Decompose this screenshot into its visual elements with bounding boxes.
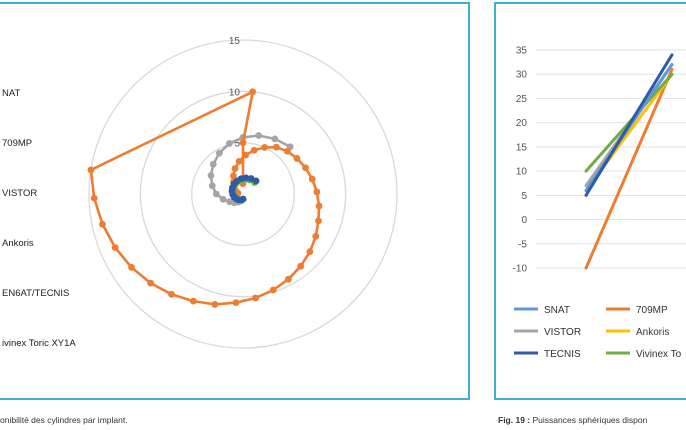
polar-point [308,175,316,183]
y-tick-label: 0 [521,215,527,226]
y-tick-label: -10 [513,264,528,275]
polar-point [189,297,197,305]
y-tick-label: 25 [516,94,528,105]
polar-point [168,290,175,298]
polar-legend-label-zcb00-zct-zxr00-dib00-zmb00-zmt-zlb00-zkb00-dcb00-den6at-tecnis: EN6AT/TECNIS [2,288,69,299]
line-tecnis [584,53,674,197]
polar-point [312,232,320,240]
polar-point [250,146,258,154]
caption-left: onibilité des cylindres par implant. [0,414,128,426]
legend-label-709mp: 709MP [636,305,668,316]
y-tick-label: 35 [516,46,528,57]
y-tick-label: 5 [521,191,527,202]
polar-chart: 051015NAT709MPVISTORAnkorisEN6AT/TECNISi… [2,36,398,349]
polar-legend: NAT 709MP VISTOR Ankoris EN6AT/TECNIS ivinex … [2,88,76,349]
line-series-tecnis [584,53,674,197]
polar-point [313,188,321,196]
legend-label-ankoris: Ankoris [636,327,669,338]
polar-point [297,262,305,270]
line-legend: SNAT 709MP VISTOR Ankoris TECNIS Vivinex To [514,305,682,360]
y-tick-label: 10 [516,167,528,178]
line-chart-panel: 35 30 25 20 15 10 5 0 -5 -10 SNAT 709MP VISTOR Ankori… [494,2,686,400]
legend-label-vistor: VISTOR [544,327,581,338]
polar-point [90,194,98,202]
polar-point [209,160,217,168]
y-tick-label: 15 [516,142,528,153]
polar-point [315,217,322,225]
line-series-709mp [584,67,674,270]
polar-point [293,155,301,162]
polar-point [284,275,292,283]
polar-line-709mp [89,90,321,306]
polar-point [235,157,243,165]
polar-point [208,182,216,190]
polar-point [211,301,219,308]
line-chart: 35 30 25 20 15 10 5 0 -5 -10 SNAT 709MP VISTOR Ankori… [513,46,686,360]
polar-chart-panel: 051015NAT709MPVISTORAnkorisEN6AT/TECNISi… [0,2,470,400]
polar-point [226,198,234,206]
polar-legend-label-vivinex-toric-xy1a: ivinex Toric XY1A [2,338,76,349]
caption-right: Fig. 19 : Puissances sphériques dispon [498,414,647,426]
polar-point [207,172,215,179]
polar-point [147,279,154,287]
polar-legend-label-vistor: VISTOR [2,188,37,199]
polar-point [315,202,323,210]
polar-point [302,164,309,172]
polar-point [232,299,240,306]
legend-label-snat: SNAT [544,305,570,316]
polar-point [226,140,233,147]
polar-legend-label-ankoris: Ankoris [2,238,34,249]
polar-point [271,135,279,143]
polar-legend-label-snat: NAT [2,88,20,99]
polar-legend-label-709mp: 709MP [2,138,32,149]
polar-point [306,248,314,256]
polar-series-709mp [87,88,323,308]
polar-point [229,172,237,180]
polar-point [128,263,135,271]
polar-point [283,147,291,155]
caption-right-text: Puissances sphériques dispon [530,415,648,425]
y-tick-label: 30 [516,70,528,81]
polar-point [242,174,250,182]
polar-ring-3 [88,39,398,349]
polar-ring-2 [139,90,347,298]
caption-right-figure-label: Fig. 19 : [498,415,531,425]
y-tick-label: 20 [516,118,528,129]
polar-point [269,286,277,294]
polar-point [212,190,220,198]
polar-point [219,195,227,203]
caption-left-text: onibilité des cylindres par implant. [0,415,128,425]
line-709mp [584,67,674,270]
polar-point [261,144,268,151]
polar-tick-label: 15 [229,36,241,47]
polar-point [249,88,257,96]
polar-point [87,166,95,174]
polar-point [239,139,247,147]
legend-label-tecnis: TECNIS [544,349,581,360]
polar-point [242,151,249,159]
polar-point [272,143,280,151]
polar-point [99,220,106,228]
polar-point [252,294,259,302]
polar-series-zcb00-zct-zxr00-dib00-zmb00-zmt-zlb00-zkb00-dcb00-den6at-tecnis [228,174,260,204]
y-tick-label: -5 [518,239,527,250]
polar-point [252,177,260,185]
polar-tick-label: 5 [234,139,240,150]
polar-point [255,132,263,139]
polar-point [111,244,119,252]
polar-tick-label: 10 [229,87,241,98]
legend-label-vivinex-toric: Vivinex To [636,349,682,360]
polar-point [215,149,223,157]
polar-point [231,165,239,172]
